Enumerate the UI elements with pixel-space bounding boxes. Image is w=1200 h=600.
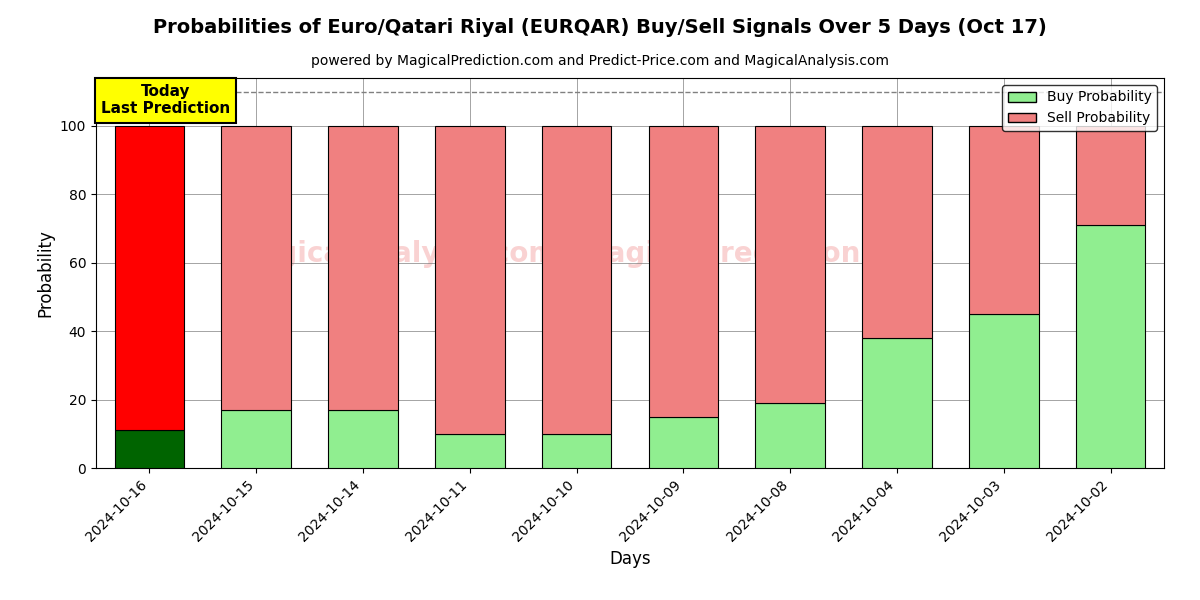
Bar <box>756 126 824 403</box>
Bar <box>222 410 290 468</box>
Bar <box>756 403 824 468</box>
Bar <box>436 126 504 434</box>
Bar <box>329 126 397 410</box>
Bar <box>1076 225 1145 468</box>
Bar <box>1076 126 1145 225</box>
Text: Today
Last Prediction: Today Last Prediction <box>101 84 230 116</box>
Bar <box>542 434 611 468</box>
Bar <box>115 126 184 430</box>
Bar <box>863 338 931 468</box>
Text: MagicalAnalysis.com: MagicalAnalysis.com <box>232 239 558 268</box>
Bar <box>970 126 1038 314</box>
Text: powered by MagicalPrediction.com and Predict-Price.com and MagicalAnalysis.com: powered by MagicalPrediction.com and Pre… <box>311 54 889 68</box>
Bar <box>329 410 397 468</box>
Bar <box>970 314 1038 468</box>
X-axis label: Days: Days <box>610 550 650 568</box>
Text: Probabilities of Euro/Qatari Riyal (EURQAR) Buy/Sell Signals Over 5 Days (Oct 17: Probabilities of Euro/Qatari Riyal (EURQ… <box>154 18 1046 37</box>
Bar <box>542 126 611 434</box>
Bar <box>649 416 718 468</box>
Bar <box>649 126 718 416</box>
Y-axis label: Probability: Probability <box>36 229 54 317</box>
Bar <box>436 434 504 468</box>
Legend: Buy Probability, Sell Probability: Buy Probability, Sell Probability <box>1002 85 1157 131</box>
Text: MagicalPrediction.com: MagicalPrediction.com <box>580 239 936 268</box>
Bar <box>222 126 290 410</box>
Bar <box>863 126 931 338</box>
Bar <box>115 430 184 468</box>
